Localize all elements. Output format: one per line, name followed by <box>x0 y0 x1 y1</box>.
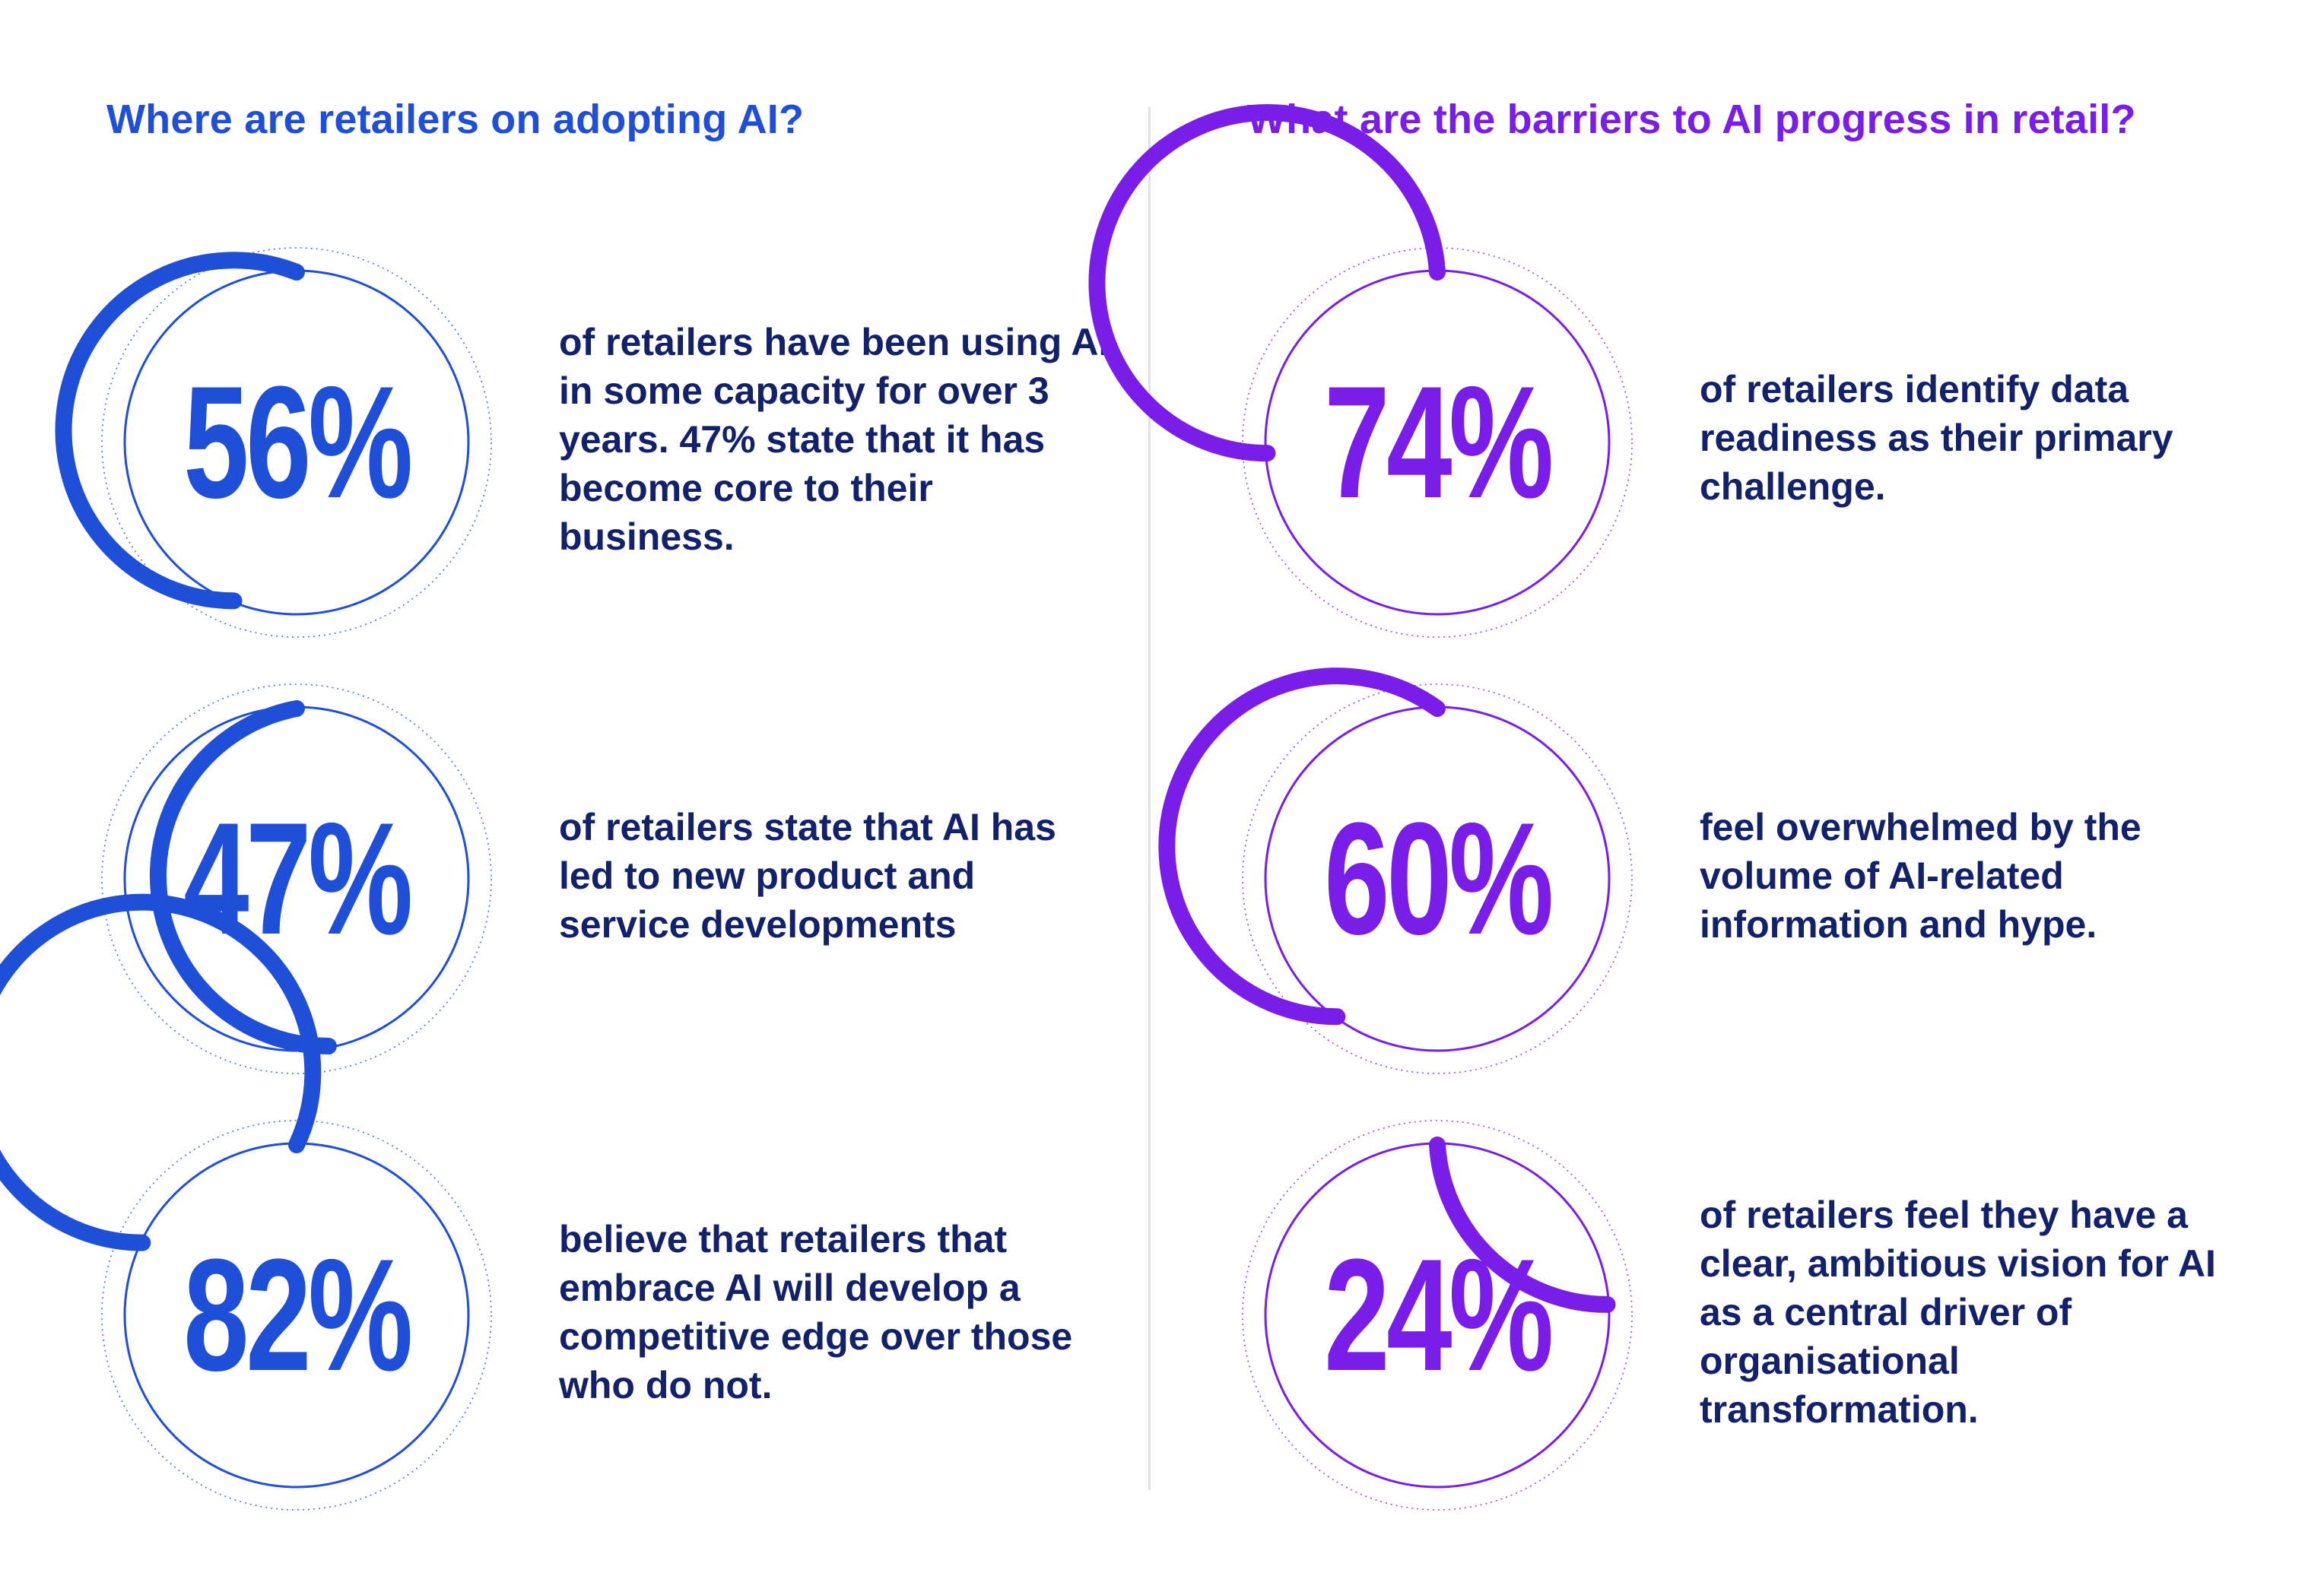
stat-card: 74% of retailers identify data readiness… <box>1088 104 2266 640</box>
stat-card: 47% of retailers state that AI has led t… <box>0 681 1125 1077</box>
progress-ring <box>99 681 494 1077</box>
stat-caption: of retailers state that AI has led to ne… <box>559 806 1056 946</box>
outer-dotted-circle <box>101 683 492 1074</box>
stat-value: 56% <box>183 353 413 531</box>
stat-caption: of retailers feel they have a clear, amb… <box>1700 1194 2216 1431</box>
barriers-column: What are the barriers to AI progress in … <box>1088 0 2266 1595</box>
outer-dotted-circle <box>1242 1120 1633 1511</box>
progress-arc <box>0 893 322 1251</box>
adoption-column-title: Where are retailers on adopting AI? <box>106 97 805 142</box>
progress-ring <box>1240 1118 1635 1513</box>
progress-arc <box>1088 104 1446 462</box>
barriers-column-title: What are the barriers to AI progress in … <box>1247 97 2136 142</box>
progress-arc <box>1158 667 1446 1026</box>
progress-ring <box>55 245 494 640</box>
stat-card: 56% of retailers have been using AI in s… <box>0 245 1125 640</box>
progress-ring <box>1088 104 1635 640</box>
progress-arc <box>150 700 337 1055</box>
stat-caption: of retailers have been using AI in some … <box>559 321 1110 558</box>
progress-ring <box>0 893 494 1513</box>
stat-value: 24% <box>1324 1226 1554 1404</box>
stat-caption: feel overwhelmed by the volume of AI-rel… <box>1700 806 2141 946</box>
stat-caption: of retailers identify data readiness as … <box>1700 368 2173 508</box>
progress-ring <box>1158 667 1635 1077</box>
stat-value: 74% <box>1324 353 1554 531</box>
stat-value: 60% <box>1324 789 1554 968</box>
stat-caption: believe that retailers that embrace AI w… <box>559 1218 1073 1406</box>
column-divider <box>1148 106 1151 1490</box>
stat-card: 24% of retailers feel they have a clear,… <box>1141 1118 2266 1513</box>
outer-dotted-circle <box>1242 683 1633 1074</box>
outer-dotted-circle <box>101 1120 492 1511</box>
stat-value: 82% <box>183 1226 413 1404</box>
stat-card: 60% feel overwhelmed by the volume of AI… <box>1141 667 2266 1077</box>
stat-value: 47% <box>183 789 413 968</box>
progress-arc <box>55 252 305 610</box>
adoption-column: Where are retailers on adopting AI? 56% … <box>0 0 1125 1595</box>
outer-dotted-circle <box>101 247 492 638</box>
progress-arc <box>1429 1137 1616 1313</box>
stat-card: 82% believe that retailers that embrace … <box>0 893 1125 1513</box>
